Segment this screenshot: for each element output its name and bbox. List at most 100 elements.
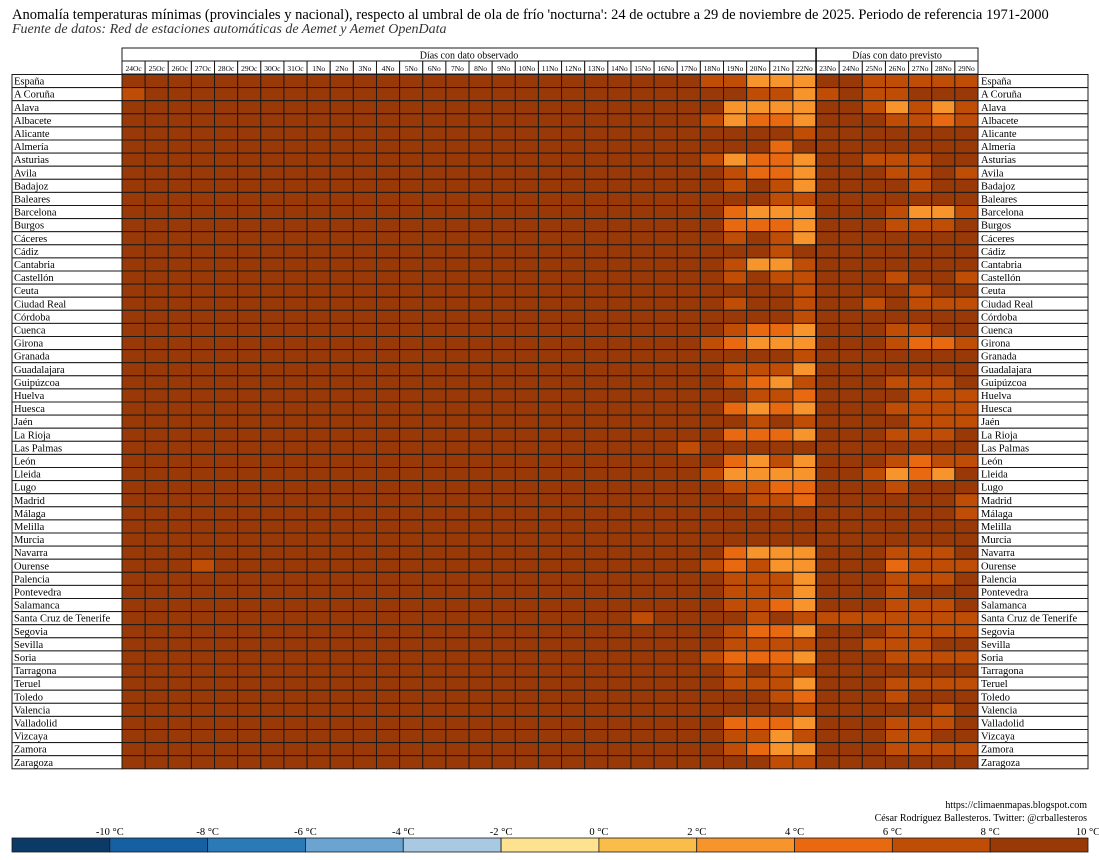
heatmap-cell: [607, 152, 632, 167]
heatmap-cell: [445, 191, 470, 206]
heatmap-cell: [838, 375, 863, 390]
heatmap-cell: [954, 414, 979, 429]
heatmap-cell: [908, 545, 933, 560]
heatmap-cell: [237, 453, 262, 468]
heatmap-cell: [514, 113, 539, 128]
row-label-left: Burgos: [14, 221, 44, 232]
heatmap-cell: [422, 493, 447, 508]
heatmap-cell: [931, 388, 956, 403]
heatmap-cell: [699, 480, 725, 495]
heatmap-cell: [144, 205, 169, 220]
heatmap-cell: [491, 715, 516, 731]
heatmap-cell: [561, 87, 586, 102]
heatmap-cell: [468, 427, 493, 442]
heatmap-cell: [908, 558, 933, 573]
heatmap-cell: [514, 178, 539, 193]
heatmap-cell: [861, 702, 886, 717]
heatmap-cell: [699, 139, 725, 154]
heatmap-cell: [306, 349, 331, 364]
heatmap-cell: [375, 336, 401, 351]
row-label-right: Vizcaya: [981, 732, 1015, 743]
heatmap-cell: [769, 598, 794, 613]
heatmap-cell: [283, 650, 308, 665]
heatmap-cell: [838, 715, 863, 731]
heatmap-cell: [908, 401, 933, 416]
heatmap-cell: [561, 532, 586, 547]
heatmap-cell: [167, 244, 192, 259]
heatmap-cell: [375, 414, 401, 429]
heatmap-cell: [884, 467, 910, 482]
heatmap-cell: [352, 598, 377, 613]
heatmap-cell: [237, 296, 262, 311]
heatmap-cell: [746, 401, 771, 416]
heatmap-cell: [514, 309, 539, 324]
heatmap-cell: [584, 191, 609, 206]
heatmap-cell: [723, 388, 748, 403]
heatmap-cell: [792, 218, 817, 233]
heatmap-cell: [422, 519, 447, 534]
heatmap-cell: [537, 493, 563, 508]
heatmap-cell: [306, 362, 331, 377]
heatmap-cell: [908, 362, 933, 377]
heatmap-cell: [630, 663, 655, 678]
heatmap-cell: [144, 729, 169, 744]
heatmap-cell: [908, 257, 933, 272]
heatmap-cell: [884, 205, 910, 220]
heatmap-cell: [121, 336, 146, 351]
heatmap-cell: [352, 493, 377, 508]
heatmap-cell: [214, 74, 239, 89]
heatmap-cell: [537, 480, 563, 495]
heatmap-cell: [630, 467, 655, 482]
heatmap-cell: [422, 375, 447, 390]
heatmap-cell: [537, 637, 563, 652]
heatmap-cell: [699, 611, 725, 626]
heatmap-cell: [931, 257, 956, 272]
heatmap-cell: [815, 205, 840, 220]
heatmap-cell: [584, 689, 609, 704]
heatmap-cell: [121, 152, 146, 167]
heatmap-cell: [908, 270, 933, 285]
heatmap-cell: [260, 532, 285, 547]
heatmap-cell: [561, 388, 586, 403]
heatmap-cell: [931, 139, 956, 154]
heatmap-cell: [144, 231, 169, 246]
heatmap-cell: [861, 545, 886, 560]
heatmap-cell: [167, 113, 192, 128]
heatmap-cell: [653, 702, 678, 717]
heatmap-cell: [214, 545, 239, 560]
heatmap-cell: [792, 349, 817, 364]
heatmap-cell: [838, 100, 863, 115]
heatmap-cell: [723, 165, 748, 180]
row-label-left: Pontevedra: [14, 588, 62, 599]
heatmap-cell: [445, 611, 470, 626]
heatmap-cell: [561, 375, 586, 390]
heatmap-cell: [283, 218, 308, 233]
heatmap-cell: [561, 336, 586, 351]
heatmap-cell: [815, 650, 840, 665]
heatmap-cell: [746, 689, 771, 704]
heatmap-cell: [607, 270, 632, 285]
heatmap-cell: [422, 322, 447, 337]
heatmap-cell: [676, 126, 701, 141]
heatmap-cell: [537, 401, 563, 416]
heatmap-cell: [792, 663, 817, 678]
heatmap-cell: [723, 611, 748, 626]
heatmap-cell: [237, 336, 262, 351]
heatmap-cell: [491, 427, 516, 442]
legend-swatch: [305, 837, 404, 853]
heatmap-cell: [954, 178, 979, 193]
heatmap-cell: [514, 624, 539, 639]
heatmap-cell: [422, 191, 447, 206]
heatmap-cell: [190, 178, 216, 193]
heatmap-cell: [306, 74, 331, 89]
heatmap-cell: [561, 440, 586, 455]
row-label-left: Cáceres: [14, 234, 47, 245]
row-label-right: Las Palmas: [981, 443, 1029, 454]
heatmap-cell: [468, 309, 493, 324]
heatmap-cell: [144, 480, 169, 495]
day-label: 3No: [358, 64, 371, 73]
heatmap-cell: [190, 87, 216, 102]
heatmap-cell: [884, 702, 910, 717]
day-label: 9No: [497, 64, 510, 73]
heatmap-cell: [468, 165, 493, 180]
